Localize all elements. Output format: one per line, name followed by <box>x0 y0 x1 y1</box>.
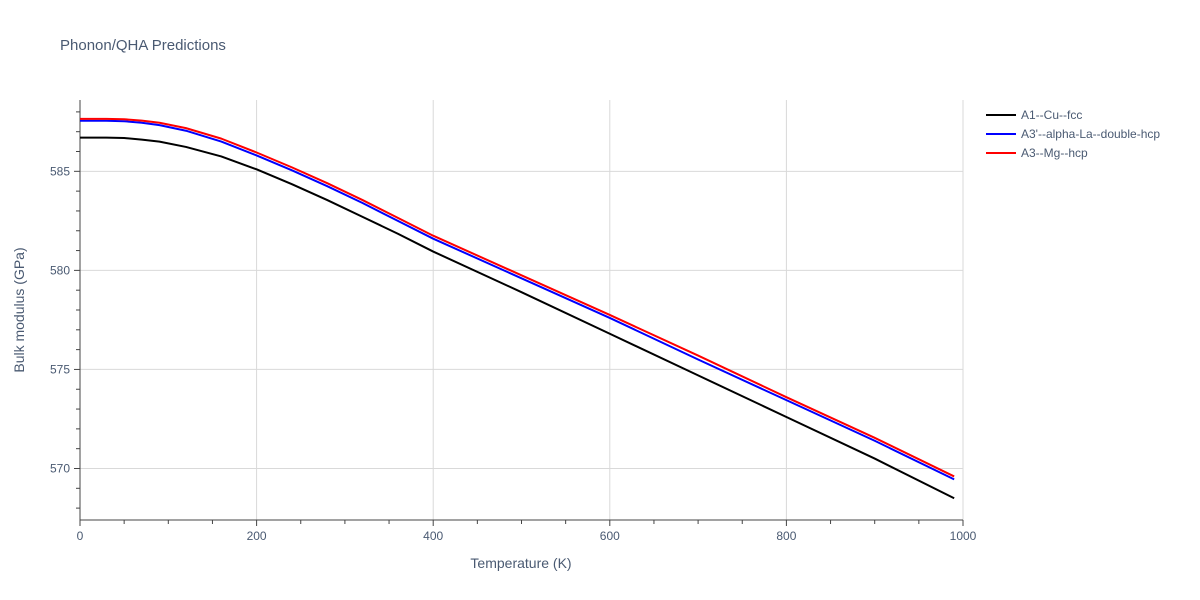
grid <box>80 100 964 520</box>
series-line-3 <box>80 117 955 478</box>
y-tick-label: 580 <box>50 263 70 277</box>
legend-label: A3--Mg--hcp <box>1021 146 1088 160</box>
x-tick-label: 400 <box>423 529 443 543</box>
series-line-2 <box>80 119 955 481</box>
x-tick-label: 800 <box>776 529 796 543</box>
y-axis-title: Bulk modulus (GPa) <box>11 247 27 372</box>
y-tick-label: 585 <box>50 164 70 178</box>
chart-title: Phonon/QHA Predictions <box>60 37 226 54</box>
series-line-1 <box>80 136 955 500</box>
x-axis-title: Temperature (K) <box>470 555 571 571</box>
x-tick-label: 200 <box>247 529 267 543</box>
axes: 0 200 400 600 800 1000 570 575 580 585 <box>50 100 977 543</box>
legend-item-1[interactable]: A1--Cu--fcc <box>986 108 1082 122</box>
legend-item-2[interactable]: A3'--alpha-La--double-hcp <box>986 127 1160 141</box>
x-tick-label: 600 <box>600 529 620 543</box>
x-tick-label: 0 <box>77 529 84 543</box>
legend-item-3[interactable]: A3--Mg--hcp <box>986 146 1088 160</box>
y-tick-label: 575 <box>50 362 70 376</box>
series-lines <box>80 117 955 500</box>
y-tick-label: 570 <box>50 461 70 475</box>
legend-label: A1--Cu--fcc <box>1021 108 1082 122</box>
legend[interactable]: A1--Cu--fcc A3'--alpha-La--double-hcp A3--… <box>986 108 1160 160</box>
legend-label: A3'--alpha-La--double-hcp <box>1021 127 1160 141</box>
x-tick-label: 1000 <box>950 529 977 543</box>
